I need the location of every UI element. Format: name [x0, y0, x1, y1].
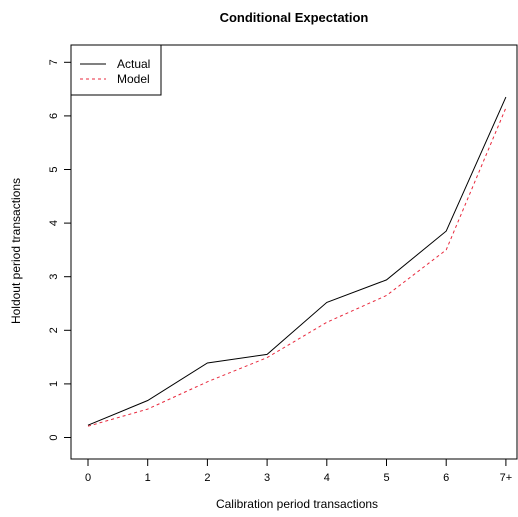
legend-box — [70, 44, 162, 96]
y-tick-label: 6 — [48, 113, 60, 119]
plot-frame — [70, 44, 518, 460]
x-tick-label: 1 — [145, 472, 151, 484]
y-tick-label: 7 — [48, 59, 60, 65]
x-axis-label: Calibration period transactions — [216, 497, 378, 511]
x-tick-label: 4 — [324, 472, 330, 484]
chart-title: Conditional Expectation — [220, 10, 369, 25]
series-line-model — [87, 107, 507, 427]
y-axis-label: Holdout period transactions — [9, 178, 23, 324]
y-tick-label: 2 — [48, 327, 60, 333]
y-tick-label: 3 — [48, 274, 60, 280]
y-axis: 0 1 2 3 4 5 6 7 — [48, 59, 72, 441]
x-tick-label: 6 — [443, 472, 449, 484]
x-tick-label: 5 — [383, 472, 389, 484]
x-tick-label: 2 — [204, 472, 210, 484]
legend-label: Model — [117, 72, 150, 86]
x-tick-label: 3 — [264, 472, 270, 484]
y-tick-label: 5 — [48, 166, 60, 172]
y-tick-label: 0 — [48, 434, 60, 440]
y-tick-label: 4 — [48, 220, 60, 226]
x-tick-label: 0 — [85, 472, 91, 484]
y-tick-label: 1 — [48, 381, 60, 387]
x-axis: 0 1 2 3 4 5 6 7+ — [85, 458, 513, 484]
series-layer — [87, 96, 507, 427]
legend-label: Actual — [117, 57, 150, 71]
series-line-actual — [87, 96, 507, 426]
x-tick-label: 7+ — [500, 472, 513, 484]
